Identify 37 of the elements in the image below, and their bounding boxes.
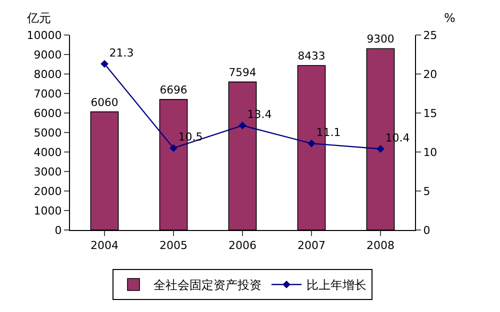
data-label: 21.3 bbox=[109, 46, 134, 60]
y-axis-title: 亿元 bbox=[26, 11, 51, 25]
y2-tick-label: 15 bbox=[423, 106, 438, 120]
data-label: 8433 bbox=[298, 50, 326, 63]
x-tick-label: 2004 bbox=[90, 239, 118, 252]
y-tick-label: 4000 bbox=[34, 146, 62, 159]
x-tick-label: 2006 bbox=[228, 239, 256, 252]
y-tick-label: 8000 bbox=[34, 68, 62, 81]
y2-tick-label: 25 bbox=[423, 28, 438, 42]
y2-axis-title: % bbox=[444, 11, 456, 25]
y-tick-label: 10000 bbox=[26, 28, 62, 42]
point bbox=[100, 60, 108, 68]
point bbox=[308, 140, 316, 148]
legend-label: 全社会固定资产投资 bbox=[154, 278, 262, 292]
point bbox=[238, 122, 246, 130]
data-label: 9300 bbox=[366, 32, 394, 46]
y-tick-label: 6000 bbox=[34, 106, 62, 120]
data-label: 7594 bbox=[228, 66, 256, 79]
y-tick-label: 7000 bbox=[34, 87, 62, 100]
data-label: 6696 bbox=[160, 83, 188, 96]
y2-tick-label: 0 bbox=[423, 224, 430, 237]
point bbox=[376, 144, 384, 153]
y-tick-label: 5000 bbox=[34, 126, 62, 140]
y-tick-label: 0 bbox=[54, 224, 62, 237]
x-tick-label: 2008 bbox=[366, 239, 394, 252]
x-tick-label: 2007 bbox=[298, 239, 326, 252]
y-tick-label: 2000 bbox=[34, 184, 62, 198]
point bbox=[170, 144, 178, 152]
y-tick-label: 1000 bbox=[34, 204, 62, 218]
y2-tick-label: 20 bbox=[423, 68, 438, 81]
y2-tick-label: 10 bbox=[423, 146, 438, 159]
data-label: 6060 bbox=[90, 96, 118, 109]
x-tick-label: 2005 bbox=[160, 239, 188, 252]
y-tick-label: 3000 bbox=[34, 165, 62, 178]
y-tick-label: 9000 bbox=[34, 48, 62, 62]
legend-label: 比上年增长 bbox=[306, 278, 366, 292]
y2-tick-label: 5 bbox=[423, 184, 430, 198]
